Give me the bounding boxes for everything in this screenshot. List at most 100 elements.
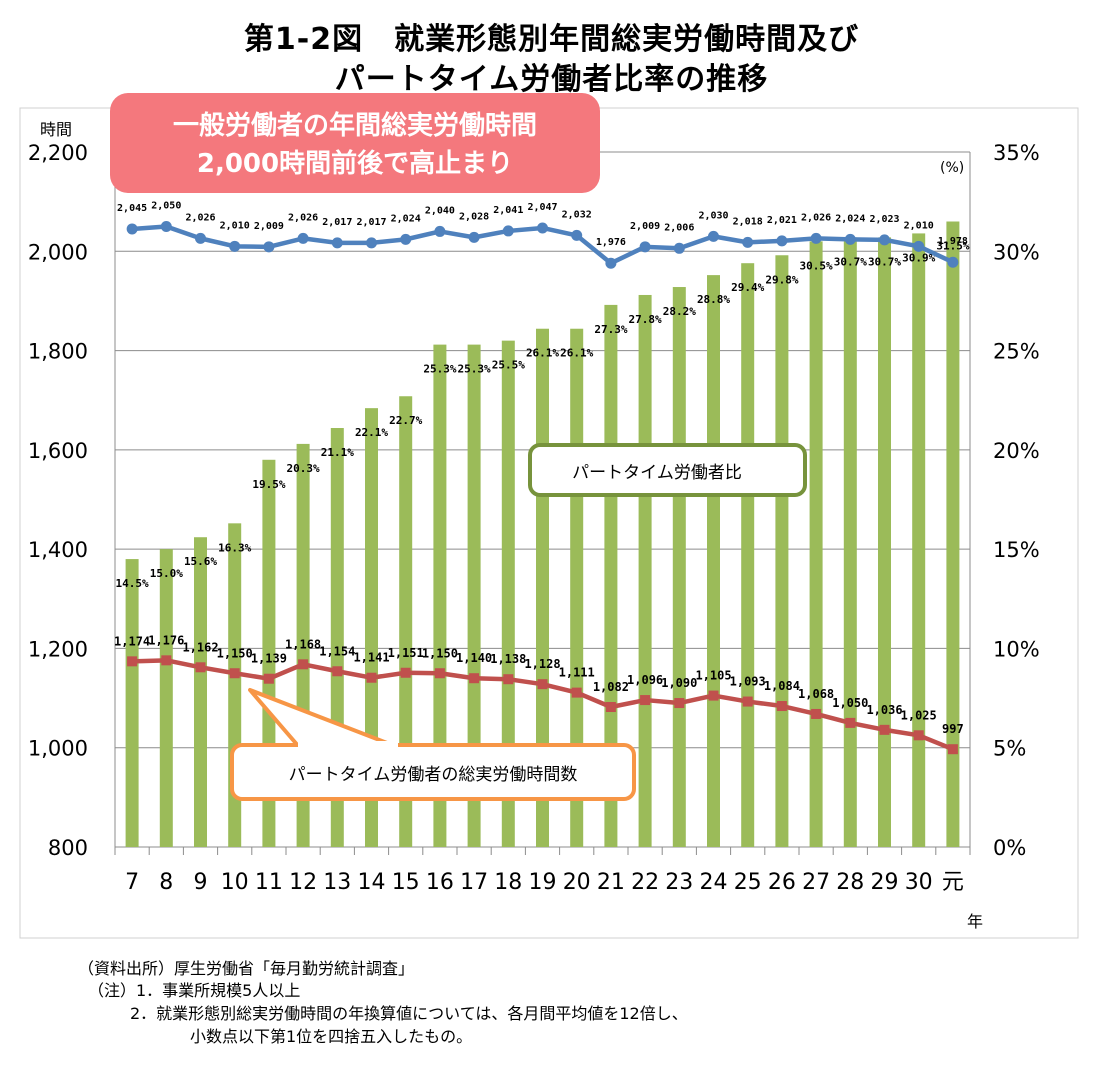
ratio-data-label: 26.1% [526,347,559,360]
general-hours-data-label: 2,009 [630,221,660,232]
y-left-tick-label: 2,200 [28,141,88,165]
y-right-tick-label: 20% [993,439,1040,463]
part-hours-data-label: 1,128 [524,657,560,671]
part-hours-point [776,701,787,712]
footnote-1: （注）1．事業所規模5人以上 [88,981,301,1000]
part-hours-point [298,659,309,670]
part-hours-point [366,672,377,683]
ratio-data-label: 22.1% [355,426,388,439]
general-hours-callout-line1: 一般労働者の年間総実労働時間 [173,110,537,141]
general-hours-point [605,257,617,269]
y-left-tick-label: 1,600 [28,439,88,463]
general-hours-data-label: 2,023 [869,214,899,225]
chart-title-line2: パートタイム労働者比率の推移 [334,62,769,97]
part-hours-point [195,662,206,673]
ratio-bar [878,237,891,847]
general-hours-point [160,220,172,232]
x-tick-label: 21 [597,870,625,895]
ratio-data-label: 29.4% [731,281,764,294]
part-hours-data-label: 1,150 [422,646,458,660]
footnote-3: 小数点以下第1位を四捨五入したもの。 [190,1027,473,1046]
part-hours-point [674,698,685,709]
x-tick-label: 12 [289,870,317,895]
general-hours-data-label: 2,010 [904,220,934,231]
part-hours-data-label: 1,096 [627,673,663,687]
ratio-data-label: 30.9% [902,251,935,264]
part-hours-point [879,724,890,735]
chart-svg: 800 1,000 1,200 1,400 1,600 1,800 2,000 2,200 0%… [19,93,1079,939]
general-hours-callout-line2: 2,000時間前後で高止まり [197,148,513,179]
x-tick-label: 20 [563,870,591,895]
ratio-data-label: 25.3% [423,363,456,376]
ratio-bar [159,549,173,847]
part-hours-data-label: 1,139 [251,652,287,666]
general-hours-point [673,242,685,254]
ratio-data-label: 19.5% [252,478,285,491]
part-hours-data-label: 1,111 [559,666,595,680]
part-hours-callout-label: パートタイム労働者の総実労働時間数 [289,765,578,785]
general-hours-data-label: 2,021 [767,215,797,226]
general-hours-data-label: 2,047 [527,202,557,213]
x-tick-label: 13 [323,870,351,895]
x-tick-label: 22 [631,870,659,895]
x-tick-label: 16 [426,870,454,895]
general-hours-point [844,233,856,245]
y-left-tick-label: 2,000 [28,240,88,264]
general-hours-data-label: 2,017 [322,217,352,228]
ratio-data-label: 30.7% [834,255,867,268]
ratio-bar [672,287,686,847]
ratio-data-label: 16.3% [218,541,251,554]
part-hours-point [742,696,753,707]
part-hours-data-label: 1,138 [490,652,526,666]
ratio-data-label: 21.1% [321,446,354,459]
general-hours-point [571,229,583,241]
ratio-data-label: 22.7% [389,414,422,427]
x-tick-label: 30 [905,870,933,895]
general-hours-point [639,241,651,253]
part-hours-data-label: 1,105 [695,669,731,683]
x-tick-label: 14 [358,870,386,895]
ratio-bar [638,294,652,847]
part-hours-point [947,744,958,755]
part-hours-point [913,730,924,741]
part-hours-data-label: 1,082 [593,680,629,694]
general-hours-data-label: 2,040 [425,205,455,216]
ratio-data-label: 30.5% [800,259,833,272]
ratio-bar [125,559,139,847]
y-right-tick-label: 5% [993,737,1026,761]
general-hours-point [468,231,480,243]
part-ratio-callout-label: パートタイム労働者比 [572,463,742,483]
x-tick-label: 27 [802,870,830,895]
general-hours-point [195,232,206,244]
general-hours-data-label: 2,032 [562,209,592,220]
x-tick-label: 11 [255,870,283,895]
x-tick-label: 26 [768,870,796,895]
general-hours-data-label: 2,045 [117,203,147,214]
part-hours-data-label: 1,150 [217,646,253,660]
general-hours-point [776,235,788,247]
part-hours-point [571,687,582,698]
general-hours-data-label: 2,006 [664,222,694,233]
general-hours-data-label: 2,028 [459,211,489,222]
ratio-bar [399,396,413,847]
part-hours-point [229,668,240,679]
general-hours-point [400,233,412,245]
general-hours-callout-box [110,93,600,193]
part-hours-data-label: 1,168 [285,637,321,651]
y-right-tick-label: 25% [993,340,1040,364]
ratio-data-label: 31.5% [936,240,969,253]
part-hours-data-label: 1,174 [114,634,150,648]
x-tick-label: 18 [494,870,522,895]
y-right-tick-label: 0% [993,836,1026,860]
general-hours-point [947,256,959,268]
ratio-bar [467,344,481,847]
general-hours-data-label: 1,978 [938,236,968,247]
ratio-data-label: 29.8% [765,273,798,286]
part-hours-point [161,655,172,666]
y-right-tick-label: 10% [993,637,1040,661]
general-hours-data-label: 2,009 [254,221,284,232]
general-hours-data-label: 2,024 [391,213,421,224]
general-hours-point [742,236,754,248]
part-hours-point [811,708,822,719]
part-hours-point [469,673,480,684]
